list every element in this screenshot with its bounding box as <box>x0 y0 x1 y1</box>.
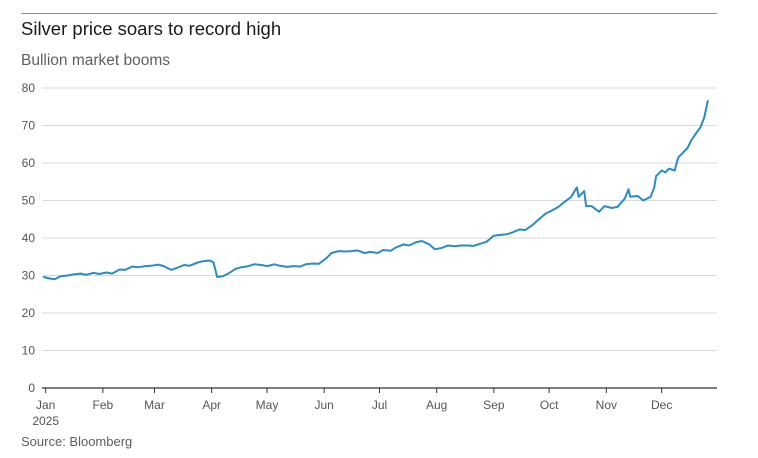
series-layer <box>42 100 709 281</box>
x-tick-label: Jul <box>372 398 387 412</box>
y-tick-label: 20 <box>22 306 36 320</box>
x-tick-label: Feb <box>93 398 114 412</box>
x-tick-label: Dec <box>651 398 672 412</box>
x-tick-label: Oct <box>540 398 559 412</box>
x-tick-label: Jun <box>314 398 333 412</box>
y-tick-label: 80 <box>22 81 36 95</box>
y-tick-label: 70 <box>22 119 36 133</box>
x-tick-label: May <box>256 398 279 412</box>
x-tick-label: Aug <box>426 398 447 412</box>
y-tick-label: 40 <box>22 231 36 245</box>
x-tick-label: Mar <box>144 398 165 412</box>
y-axis: 0 10 20 30 40 50 60 70 80 <box>22 81 36 395</box>
x-tick-label: Apr <box>202 398 221 412</box>
y-tick-label: 30 <box>22 269 36 283</box>
x-tick-year-label: 2025 <box>32 414 59 428</box>
silver-price-line <box>42 100 709 281</box>
chart-title: Silver price soars to record high <box>21 18 282 39</box>
y-tick-label: 50 <box>22 194 36 208</box>
y-tick-label: 60 <box>22 156 36 170</box>
line-chart: 0 10 20 30 40 50 60 70 80 Jan 2025 Feb Mar Apr May Jun… <box>22 81 717 428</box>
x-tick-label: Nov <box>596 398 617 412</box>
y-tick-label: 0 <box>28 381 35 395</box>
x-axis: Jan 2025 Feb Mar Apr May Jun Jul Aug Sep Oct Nov Dec <box>32 387 717 428</box>
top-rule <box>21 13 717 14</box>
x-tick-label: Sep <box>483 398 505 412</box>
x-tick-label: Jan <box>36 398 55 412</box>
source-note: Source: Bloomberg <box>21 434 133 449</box>
gridlines <box>42 87 717 351</box>
y-tick-label: 10 <box>22 344 36 358</box>
chart-subtitle: Bullion market booms <box>21 52 171 69</box>
